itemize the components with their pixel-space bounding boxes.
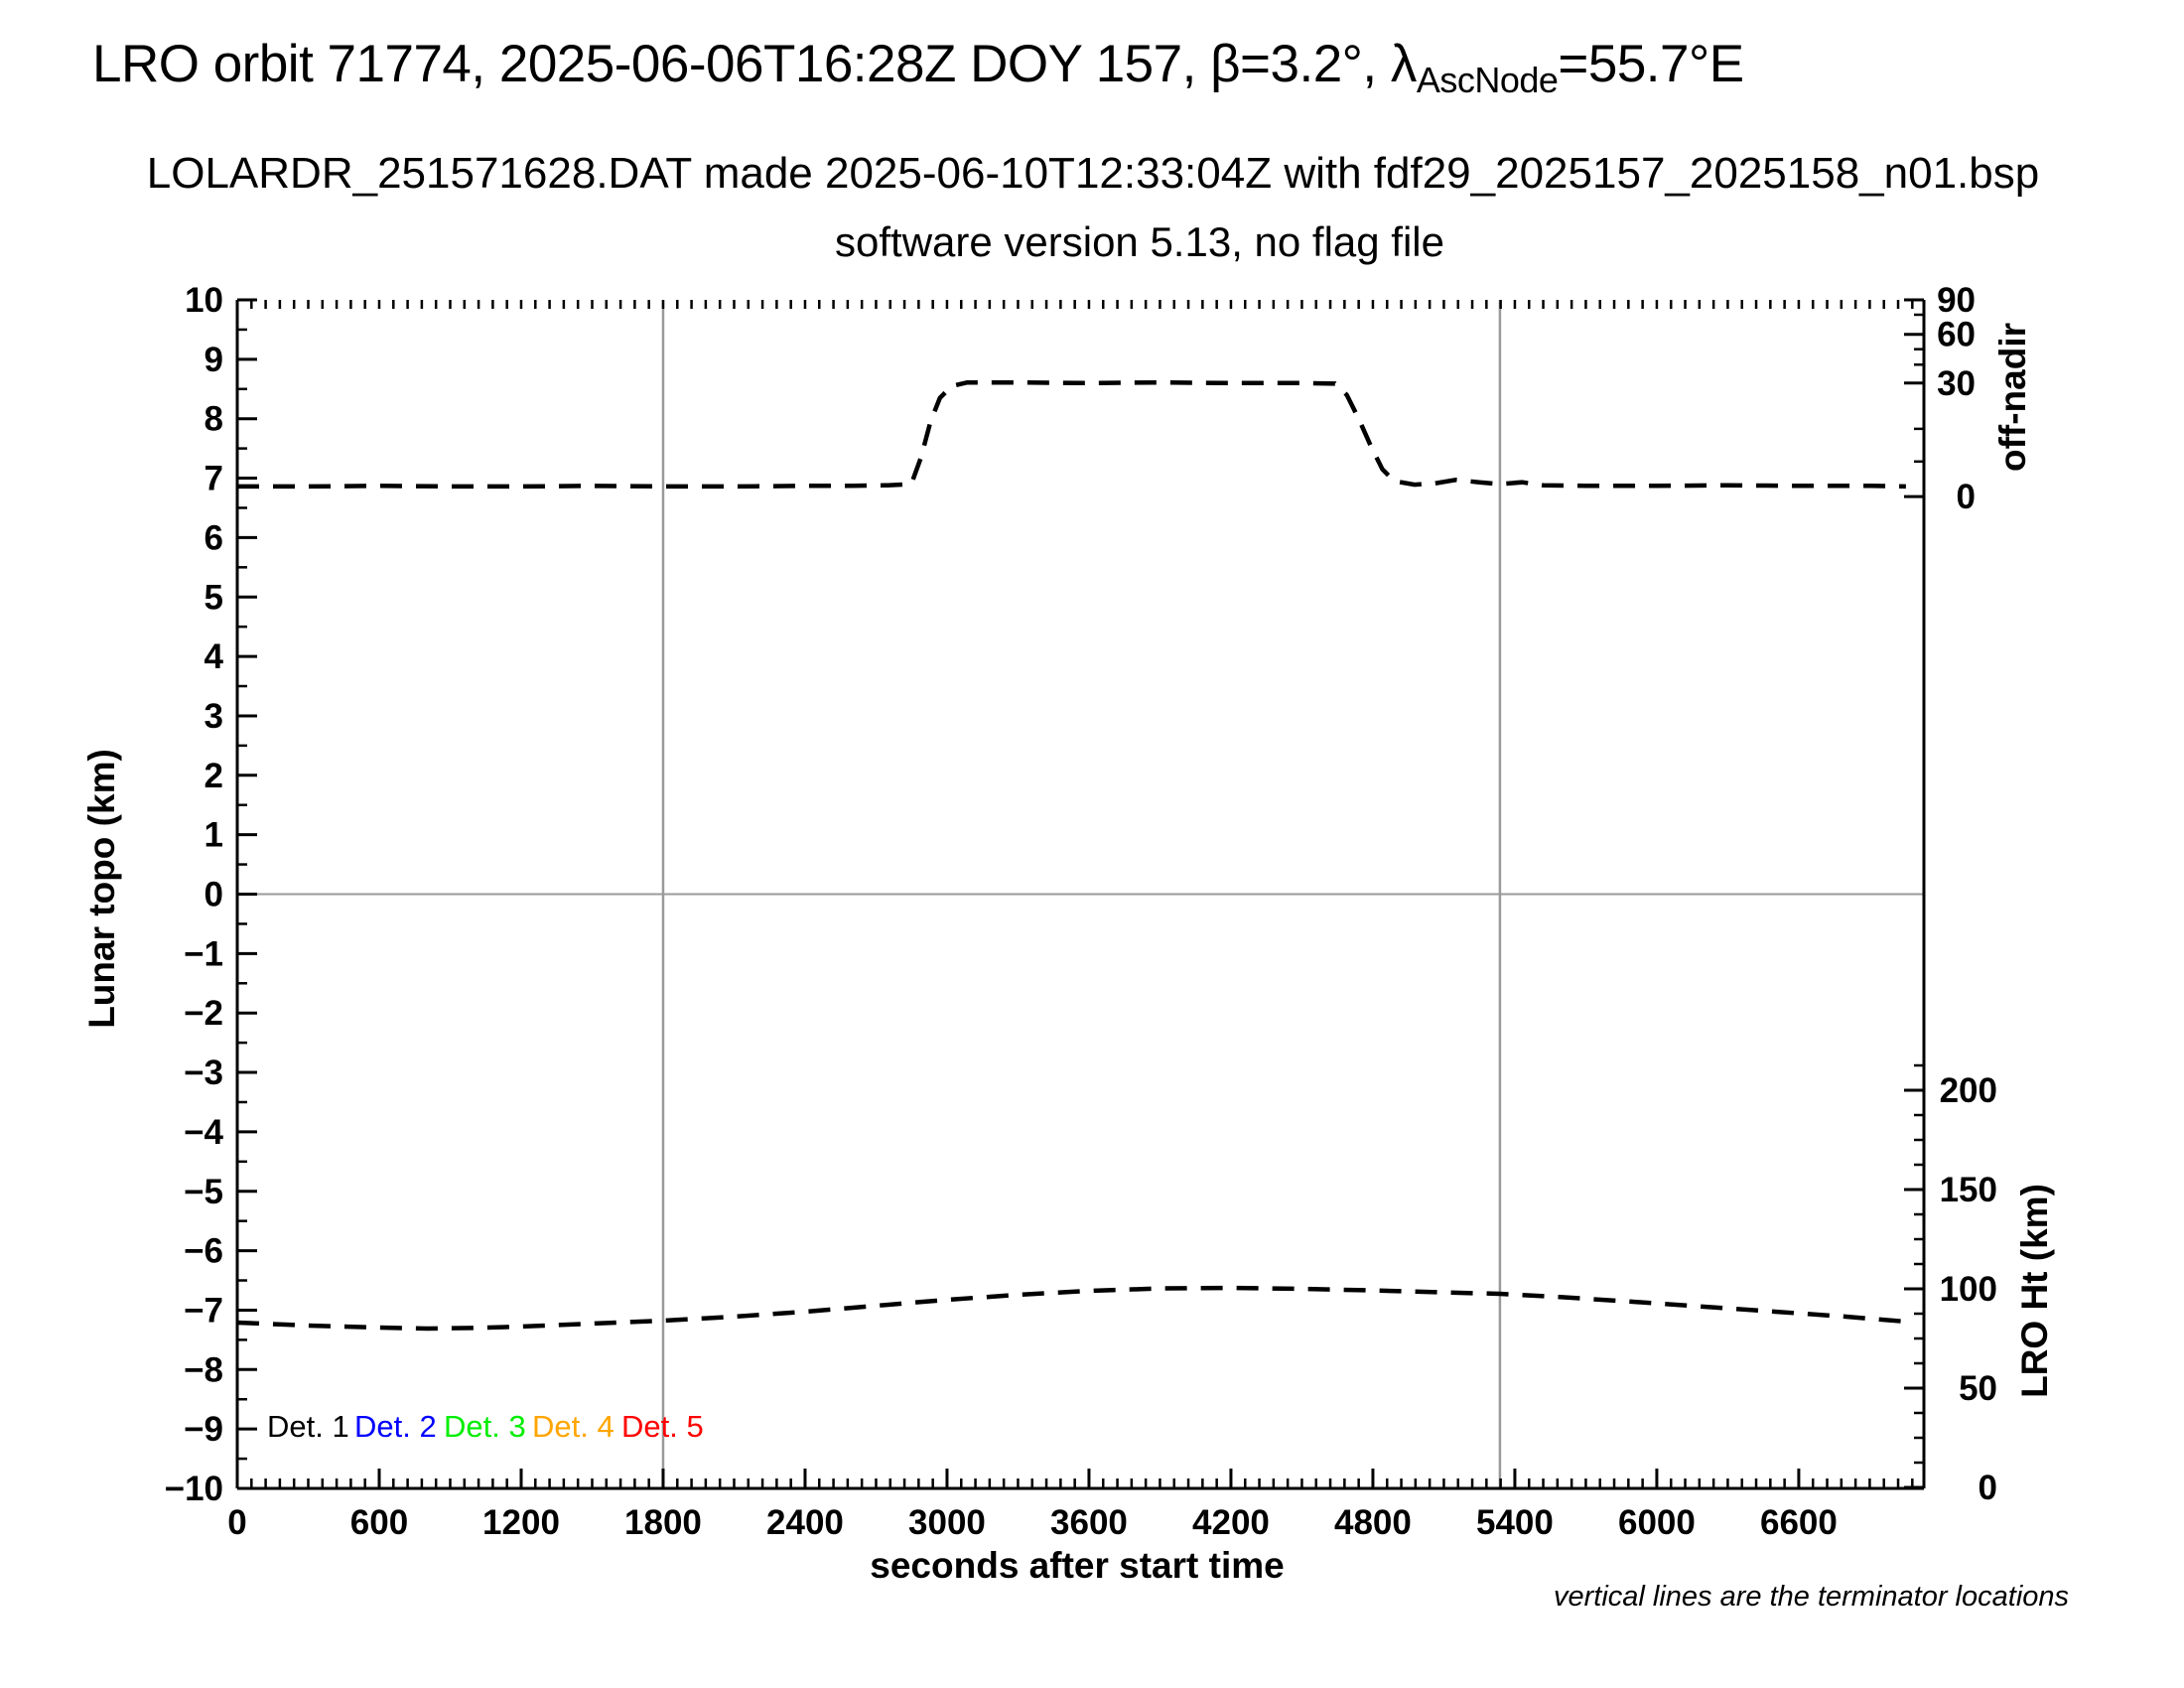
svg-text:−7: −7 — [184, 1291, 223, 1330]
svg-text:9: 9 — [205, 341, 223, 379]
terminator-footnote: vertical lines are the terminator locati… — [1554, 1581, 2070, 1613]
svg-text:−9: −9 — [184, 1410, 223, 1449]
svg-text:1800: 1800 — [624, 1503, 702, 1542]
svg-text:3: 3 — [205, 697, 223, 736]
off-nadir-curve — [237, 379, 1906, 490]
legend-det-3: Det. 3 — [444, 1409, 526, 1444]
lro-height-curve — [236, 1285, 1907, 1332]
svg-text:4200: 4200 — [1192, 1503, 1270, 1542]
x-axis-ticks: 0 600 1200 1800 2400 3000 3600 4200 4800 5400 6000… — [227, 300, 1914, 1542]
svg-text:7: 7 — [205, 460, 223, 498]
legend-det-4: Det. 4 — [532, 1409, 614, 1444]
title-suffix: =55.7°E — [1558, 35, 1744, 93]
svg-text:3000: 3000 — [908, 1503, 986, 1542]
y-axis-title-lro-height: LRO Ht (km) — [2014, 1184, 2055, 1398]
svg-text:5: 5 — [205, 578, 223, 617]
svg-text:2: 2 — [205, 757, 223, 795]
title-subscript: AscNode — [1416, 60, 1559, 100]
svg-text:30: 30 — [1937, 364, 1976, 403]
svg-text:−3: −3 — [184, 1054, 223, 1092]
svg-text:0: 0 — [1957, 478, 1976, 516]
svg-text:5400: 5400 — [1476, 1503, 1554, 1542]
page-title: LRO orbit 71774, 2025-06-06T16:28Z DOY 1… — [92, 34, 1744, 101]
svg-text:−5: −5 — [184, 1173, 223, 1211]
lro-height-axis-ticks: 0 50 100 150 200 — [1904, 1063, 1997, 1507]
y-axis-title-offnadir: off-nadir — [1992, 322, 2033, 473]
svg-text:0: 0 — [1979, 1469, 1997, 1507]
svg-text:150: 150 — [1940, 1171, 1997, 1209]
svg-text:−6: −6 — [184, 1232, 223, 1271]
svg-text:6: 6 — [205, 518, 223, 557]
svg-text:8: 8 — [205, 400, 223, 439]
svg-text:3600: 3600 — [1050, 1503, 1128, 1542]
svg-text:−4: −4 — [184, 1113, 223, 1152]
svg-text:0: 0 — [227, 1503, 246, 1542]
svg-text:−1: −1 — [184, 934, 223, 973]
x-axis-title: seconds after start time — [870, 1545, 1285, 1586]
svg-text:90: 90 — [1937, 281, 1976, 320]
svg-text:6000: 6000 — [1618, 1503, 1696, 1542]
svg-text:60: 60 — [1937, 316, 1976, 354]
svg-text:4800: 4800 — [1334, 1503, 1412, 1542]
legend-det-5: Det. 5 — [621, 1409, 704, 1444]
svg-text:0: 0 — [205, 876, 223, 914]
reference-lines — [237, 300, 1924, 1488]
y-axis-title-left: Lunar topo (km) — [81, 749, 122, 1029]
svg-text:100: 100 — [1940, 1270, 1997, 1309]
svg-text:200: 200 — [1940, 1071, 1997, 1110]
svg-text:1: 1 — [205, 816, 223, 855]
svg-text:600: 600 — [350, 1503, 408, 1542]
legend-det-1: Det. 1 — [267, 1409, 349, 1444]
svg-text:6600: 6600 — [1760, 1503, 1838, 1542]
subtitle-version-line: software version 5.13, no flag file — [834, 218, 1445, 265]
svg-text:−10: −10 — [165, 1470, 223, 1508]
svg-text:1200: 1200 — [482, 1503, 560, 1542]
svg-text:−2: −2 — [184, 994, 223, 1033]
legend-det-2: Det. 2 — [354, 1409, 437, 1444]
title-main: LRO orbit 71774, 2025-06-06T16:28Z DOY 1… — [92, 35, 1417, 93]
svg-text:50: 50 — [1959, 1369, 1997, 1408]
svg-text:2400: 2400 — [766, 1503, 844, 1542]
svg-text:4: 4 — [205, 637, 224, 676]
subtitle-file-line: LOLARDR_251571628.DAT made 2025-06-10T12… — [146, 149, 2040, 198]
svg-text:−8: −8 — [184, 1350, 223, 1389]
svg-text:10: 10 — [185, 281, 223, 320]
